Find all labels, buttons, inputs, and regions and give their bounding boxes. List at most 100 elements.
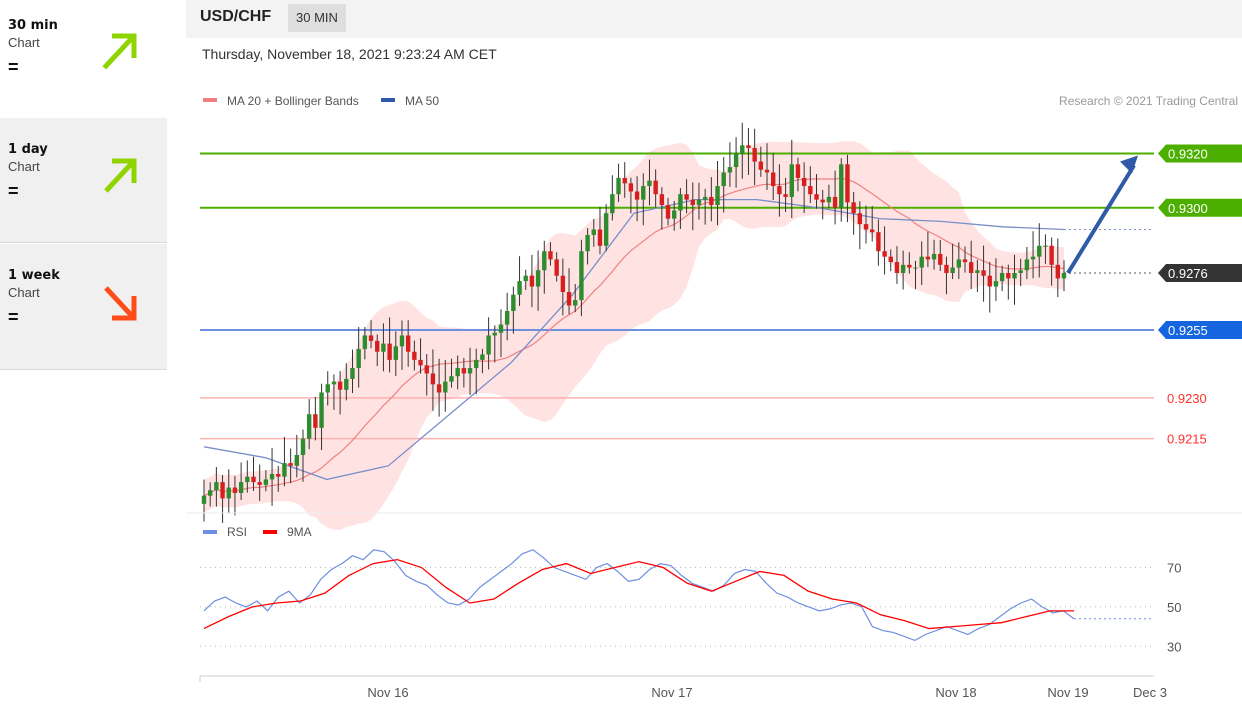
timeframe-badge[interactable]: 30 MIN xyxy=(288,4,346,32)
candle xyxy=(721,157,726,213)
candle-body xyxy=(900,264,906,273)
candle-body xyxy=(375,340,380,352)
symbol-title: USD/CHF xyxy=(200,8,272,25)
candle-body xyxy=(542,251,547,271)
rsi-line xyxy=(203,549,1075,642)
candle-body xyxy=(430,373,436,385)
candle-body xyxy=(467,368,473,374)
candle-body xyxy=(956,259,962,268)
candle xyxy=(523,269,528,290)
candle-body xyxy=(1030,256,1036,260)
candle xyxy=(789,139,794,219)
candle-body xyxy=(764,169,770,173)
candle-body xyxy=(511,294,516,311)
candle-body xyxy=(1024,259,1030,271)
candle-body xyxy=(758,161,764,170)
ma20-line xyxy=(203,177,1065,497)
candle xyxy=(746,128,751,175)
candle xyxy=(226,469,231,513)
candle xyxy=(232,475,238,516)
candle xyxy=(542,240,547,294)
candle-body xyxy=(913,267,918,269)
candle-body xyxy=(870,229,875,233)
candle xyxy=(480,348,485,374)
candle-body xyxy=(443,381,448,393)
candle-body xyxy=(993,281,999,287)
candle-body xyxy=(702,196,708,200)
candle-body xyxy=(313,414,318,428)
rsi-tick-label: 50 xyxy=(1167,600,1181,615)
timeframe-item-1day[interactable]: 1 day Chart = xyxy=(0,118,167,243)
candle xyxy=(1043,234,1048,264)
candle xyxy=(628,177,634,214)
candle-body xyxy=(319,392,324,428)
candle-body xyxy=(436,384,442,393)
candle-body xyxy=(245,476,250,483)
timeframe-item-30min[interactable]: 30 min Chart = xyxy=(0,0,167,125)
arrow-up-right-icon xyxy=(104,158,137,193)
candle-body xyxy=(882,251,887,257)
candle xyxy=(795,157,801,192)
candle xyxy=(436,358,442,417)
x-tick-label: Nov 17 xyxy=(651,685,692,700)
candle xyxy=(554,252,559,282)
candle xyxy=(1012,254,1017,305)
candle xyxy=(907,252,912,274)
level-tag-label: 0.9320 xyxy=(1168,146,1208,161)
candle-body xyxy=(647,180,652,187)
candle-body xyxy=(455,368,460,377)
forecast-arrow-line xyxy=(1066,164,1136,275)
candle xyxy=(282,436,287,487)
candle xyxy=(839,158,844,222)
candle xyxy=(418,338,423,374)
timeframe-item-1week[interactable]: 1 week Chart = xyxy=(0,244,167,370)
candle xyxy=(1055,238,1061,298)
candle xyxy=(771,152,776,200)
candle-body xyxy=(1018,270,1023,273)
candle-body xyxy=(938,253,943,265)
candle xyxy=(851,191,856,235)
candle-body xyxy=(1006,272,1011,279)
candle xyxy=(597,206,603,255)
price-chart[interactable]: MA 20 + Bollinger Bands MA 50 Research ©… xyxy=(186,80,1242,706)
candle-body xyxy=(894,262,900,273)
candle xyxy=(665,197,671,226)
candle-body xyxy=(684,194,689,200)
candle-body xyxy=(393,346,398,360)
arrow-down-right-icon xyxy=(104,286,137,321)
candle xyxy=(863,205,869,244)
candle xyxy=(263,470,269,492)
candle xyxy=(251,456,256,491)
candle-body xyxy=(418,359,423,366)
candle-body xyxy=(721,172,726,187)
candle xyxy=(752,128,757,186)
candle xyxy=(529,254,535,308)
candle xyxy=(381,323,386,372)
candle-body xyxy=(1037,245,1042,257)
legend-ma50: MA 50 xyxy=(405,94,439,108)
level-tag-shape xyxy=(1158,144,1242,163)
candle-body xyxy=(492,332,497,336)
arrow-up-right-icon xyxy=(102,33,137,70)
candle-body xyxy=(597,229,603,246)
candle xyxy=(975,259,980,293)
candle-body xyxy=(925,256,931,260)
candle xyxy=(424,354,429,396)
candle-body xyxy=(424,365,429,374)
candle-body xyxy=(220,482,225,499)
candle-body xyxy=(845,164,850,203)
candle-body xyxy=(863,224,869,230)
chart-credit: Research © 2021 Trading Central xyxy=(1059,94,1238,108)
candle-body xyxy=(1043,245,1048,247)
candle xyxy=(269,448,275,506)
candle xyxy=(832,170,838,225)
candle xyxy=(684,179,689,214)
candle-body xyxy=(653,180,658,195)
candle-body xyxy=(560,275,566,292)
chart-datetime: Thursday, November 18, 2021 9:23:24 AM C… xyxy=(202,46,497,62)
candle xyxy=(999,265,1005,292)
candle-body xyxy=(306,414,312,439)
candle-body xyxy=(659,194,665,206)
candle xyxy=(603,204,609,252)
legend-ma20-swatch xyxy=(203,98,217,102)
